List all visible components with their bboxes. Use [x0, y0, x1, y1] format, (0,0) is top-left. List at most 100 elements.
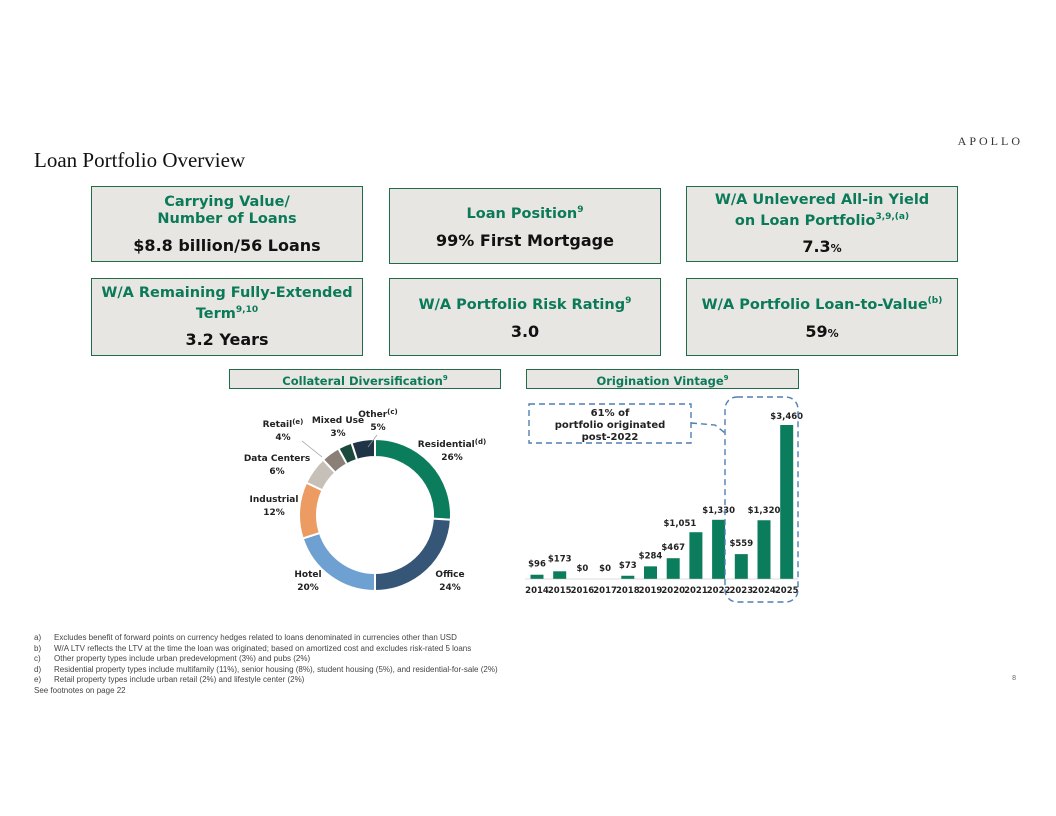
- bar-2021: [689, 532, 703, 579]
- footnote-key: a): [34, 633, 42, 642]
- data-label-2020: $467: [661, 543, 685, 553]
- bar-2023: [734, 554, 748, 579]
- data-label-2021: $1,051: [663, 519, 696, 529]
- footnote-key: c): [34, 654, 41, 663]
- kpi-label-line1: W/A Unlevered All-in Yield: [714, 191, 930, 208]
- footnotes: a) Excludes benefit of forward points on …: [34, 633, 498, 696]
- kpi-value: 7.3%: [802, 237, 841, 256]
- kpi-value: 99% First Mortgage: [436, 230, 614, 250]
- kpi-label-line1: W/A Portfolio Loan-to-Value: [701, 296, 928, 313]
- kpi-label: W/A Remaining Fully-Extended Term9,10: [101, 285, 352, 323]
- tick-label-2018: 2018: [616, 586, 640, 596]
- kpi-label: Loan Position9: [467, 202, 584, 223]
- callout-line-1: portfolio originated: [555, 420, 666, 431]
- data-label-2022: $1,330: [702, 506, 735, 516]
- kpi-value: 3.2 Years: [185, 330, 269, 350]
- kpi-value: 59%: [805, 322, 838, 341]
- kpi-footnote-ref: 9: [577, 205, 584, 216]
- footnote-see-page: See footnotes on page 22: [34, 685, 126, 695]
- tick-label-2019: 2019: [639, 586, 663, 596]
- donut-value-data-centers: 6%: [269, 467, 284, 477]
- footnote: d) Residential property types include mul…: [34, 665, 498, 676]
- kpi-label-line1: Loan Position: [466, 205, 578, 222]
- footnote: e) Retail property types include urban re…: [34, 675, 498, 686]
- bar-2025: [780, 425, 794, 579]
- kpi-label-line2: Number of Loans: [157, 210, 297, 227]
- data-label-2014: $96: [528, 560, 546, 570]
- footnote-key: d): [34, 664, 42, 674]
- bar-2024: [757, 520, 771, 579]
- data-label-2024: $1,320: [748, 506, 781, 516]
- tick-label-2021: 2021: [684, 586, 708, 596]
- kpi-footnote-ref: (b): [927, 296, 943, 307]
- donut-label-sup: (d): [475, 438, 486, 446]
- other-leader-line: [367, 434, 378, 448]
- data-label-2025: $3,460: [770, 412, 803, 422]
- section-label: Origination Vintage: [596, 373, 724, 388]
- kpi-footnote-ref: 9,10: [235, 304, 259, 315]
- kpi-label: W/A Portfolio Risk Rating9: [419, 293, 632, 314]
- bar-2018: [621, 575, 635, 579]
- bar-2019: [644, 566, 657, 579]
- donut-label-sup: (e): [292, 418, 303, 426]
- donut-value-industrial: 12%: [263, 508, 285, 518]
- data-label-2016: $0: [576, 564, 588, 574]
- apollo-logo: APOLLO: [957, 134, 1023, 148]
- donut-label-office: Office: [435, 570, 464, 580]
- section-footnote-ref: 9: [723, 374, 729, 382]
- donut-value-other: 5%: [370, 423, 385, 433]
- kpi-loan-position: Loan Position9 99% First Mortgage: [389, 188, 661, 264]
- retail-leader-line: [301, 440, 323, 458]
- kpi-carrying-value: Carrying Value/ Number of Loans $8.8 bil…: [91, 186, 363, 262]
- footnote-key: b): [34, 643, 42, 653]
- donut-value-mixed-use: 3%: [330, 429, 345, 439]
- donut-label-sup: (c): [387, 408, 398, 416]
- donut-slice-office: [374, 517, 452, 593]
- donut-label-other: Other(c): [358, 408, 397, 420]
- donut-label-data-centers: Data Centers: [244, 454, 310, 464]
- tick-label-2025: 2025: [775, 586, 799, 596]
- donut-label-mixed-use: Mixed Use: [312, 416, 364, 426]
- donut-label-retail: Retail(e): [263, 418, 304, 430]
- kpi-value-number: 59: [805, 321, 828, 341]
- kpi-label-line2: on Loan Portfolio: [734, 212, 876, 229]
- tick-label-2015: 2015: [548, 586, 572, 596]
- tick-label-2022: 2022: [707, 586, 731, 596]
- donut-value-retail: 4%: [275, 433, 290, 443]
- donut-value-hotel: 20%: [297, 583, 319, 593]
- footnote: b) W/A LTV reflects the LTV at the time t…: [34, 644, 498, 655]
- donut-value-residential: 26%: [441, 453, 463, 463]
- footnote-text: Other property types include urban prede…: [54, 654, 311, 663]
- tick-label-2023: 2023: [729, 586, 753, 596]
- kpi-value-unit: %: [830, 242, 842, 256]
- callout-connector: [690, 422, 726, 434]
- kpi-remaining-term: W/A Remaining Fully-Extended Term9,10 3.…: [91, 278, 363, 356]
- tick-label-2024: 2024: [752, 586, 776, 596]
- bar-2022: [712, 519, 726, 579]
- donut-label-residential: Residential(d): [418, 438, 486, 450]
- callout-line-2: post-2022: [582, 432, 639, 443]
- kpi-risk-rating: W/A Portfolio Risk Rating9 3.0: [389, 278, 661, 356]
- kpi-all-in-yield: W/A Unlevered All-in Yield on Loan Portf…: [686, 186, 958, 262]
- bar-2014: [530, 574, 544, 579]
- kpi-loan-to-value: W/A Portfolio Loan-to-Value(b) 59%: [686, 278, 958, 356]
- footnote-text: Excludes benefit of forward points on cu…: [54, 633, 457, 642]
- kpi-label-line1: W/A Remaining Fully-Extended: [101, 284, 353, 301]
- data-label-2018: $73: [619, 561, 637, 571]
- collateral-donut-chart: Residential(d) 26% Office 24% Hotel 20% Indust…: [244, 408, 486, 593]
- kpi-value-unit: %: [827, 326, 839, 340]
- footnote: c) Other property types include urban pre…: [34, 654, 498, 665]
- kpi-value-number: 7.3: [802, 237, 831, 257]
- footnote-text: Residential property types include multi…: [54, 664, 498, 674]
- collateral-diversification-header: Collateral Diversification9: [229, 369, 501, 389]
- donut-slice-residential: [374, 437, 452, 521]
- data-label-2023: $559: [729, 539, 753, 549]
- data-label-2015: $173: [548, 554, 572, 564]
- origination-vintage-header: Origination Vintage9: [526, 369, 799, 389]
- section-label: Collateral Diversification: [282, 373, 443, 388]
- kpi-label: W/A Portfolio Loan-to-Value(b): [702, 293, 943, 314]
- tick-label-2017: 2017: [593, 586, 617, 596]
- footnote-text: W/A LTV reflects the LTV at the time the…: [54, 643, 472, 653]
- donut-value-office: 24%: [439, 583, 461, 593]
- donut-label-hotel: Hotel: [294, 570, 321, 580]
